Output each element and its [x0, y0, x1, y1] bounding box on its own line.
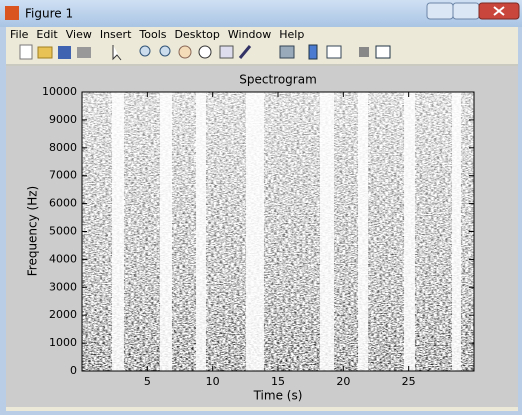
silence-band: [160, 92, 172, 371]
x-tick-label: 20: [336, 375, 350, 388]
tool-icon[interactable]: [112, 45, 122, 61]
tool-icon[interactable]: [238, 45, 252, 59]
maximize-button[interactable]: [452, 2, 480, 20]
tool-icon[interactable]: [77, 47, 91, 58]
tool-icon[interactable]: [359, 47, 369, 57]
chart-title: Spectrogram: [239, 73, 317, 87]
close-icon: [493, 6, 505, 16]
tool-icon[interactable]: [219, 45, 234, 59]
tool-icon[interactable]: [19, 44, 33, 60]
y-tick-label: 3000: [49, 280, 77, 293]
menu-item[interactable]: Edit: [36, 28, 58, 41]
tool-icon[interactable]: [139, 45, 151, 57]
tool-icon[interactable]: [37, 46, 53, 59]
menu-bar: File Edit View Insert Tools Desktop Window Help: [10, 28, 304, 41]
app-icon: [5, 6, 19, 20]
tool-icon[interactable]: [198, 45, 212, 59]
y-tick-label: 9000: [49, 113, 77, 126]
tool-icon[interactable]: [375, 45, 391, 59]
silence-band: [246, 92, 264, 371]
image-fade: [82, 92, 474, 371]
y-axis-label: Frequency (Hz): [26, 186, 40, 277]
silence-band: [452, 92, 461, 371]
y-tick-label: 10000: [42, 85, 77, 98]
y-tick-label: 8000: [49, 141, 77, 154]
y-tick-label: 0: [70, 364, 77, 377]
silence-bands: [112, 92, 461, 371]
silence-band: [196, 92, 206, 371]
tool-icon[interactable]: [58, 46, 71, 59]
x-tick-label: 15: [271, 375, 285, 388]
y-tick-label: 6000: [49, 197, 77, 210]
y-tick-label: 2000: [49, 308, 77, 321]
toolbar: [19, 44, 391, 61]
tool-icon[interactable]: [279, 45, 295, 59]
menu-item[interactable]: Insert: [100, 28, 132, 41]
tool-icon[interactable]: [178, 45, 192, 59]
x-axis-label: Time (s): [253, 389, 303, 403]
menu-item[interactable]: Desktop: [175, 28, 220, 41]
y-tick-label: 5000: [49, 225, 77, 238]
window-title: Figure 1: [25, 7, 73, 21]
x-tick-label: 5: [144, 375, 151, 388]
silence-band: [404, 92, 415, 371]
x-tick-label: 10: [206, 375, 220, 388]
y-tick-label: 7000: [49, 169, 77, 182]
y-tick-label: 4000: [49, 252, 77, 265]
spectrogram-image: [82, 92, 474, 371]
axes: 0 1000 2000 3000 4000 5000 6000 7000 8000 9000 100…: [42, 85, 474, 388]
minimize-button[interactable]: [426, 2, 454, 20]
menu-item[interactable]: Help: [279, 28, 304, 41]
tool-icon[interactable]: [308, 44, 318, 60]
y-tick-label: 1000: [49, 336, 77, 349]
menu-item[interactable]: Window: [228, 28, 271, 41]
x-tick-label: 25: [402, 375, 416, 388]
menu-item[interactable]: File: [10, 28, 29, 41]
menu-item[interactable]: View: [66, 28, 92, 41]
tool-icon[interactable]: [159, 45, 171, 57]
silence-band: [358, 92, 368, 371]
menu-item[interactable]: Tools: [138, 28, 166, 41]
tool-icon[interactable]: [326, 45, 342, 59]
silence-band: [320, 92, 334, 371]
silence-band: [112, 92, 124, 371]
